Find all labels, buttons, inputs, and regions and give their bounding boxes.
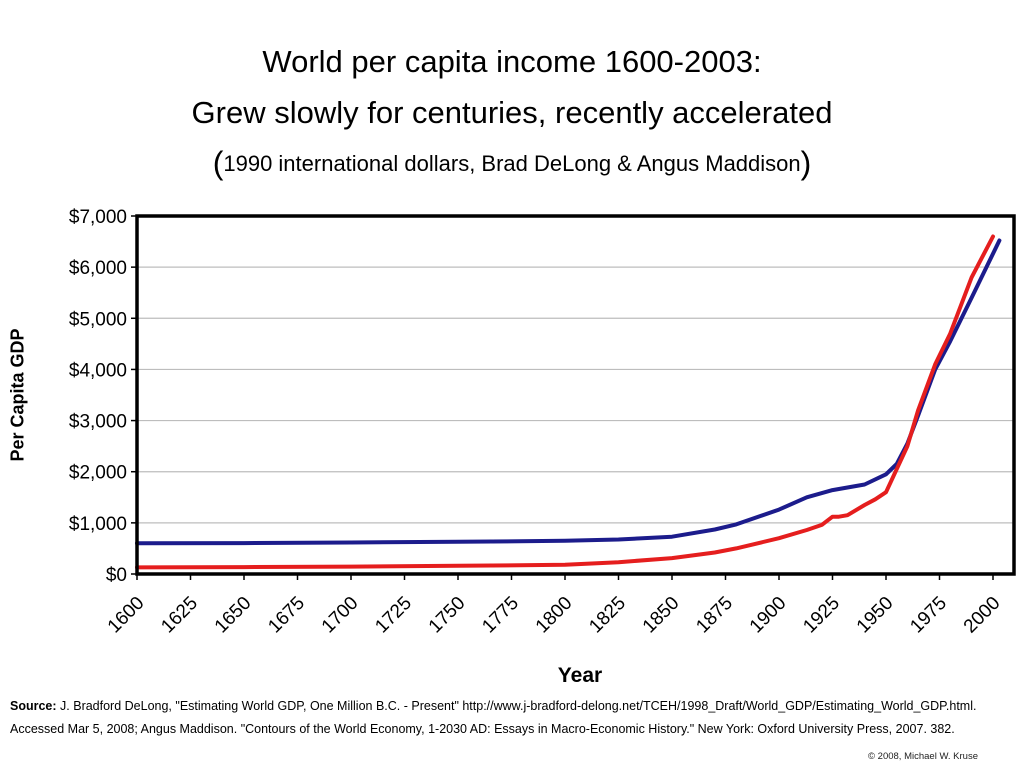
x-tick-label: 1925 [799, 593, 844, 638]
x-tick-label: 1875 [692, 593, 737, 638]
source-text: J. Bradford DeLong, "Estimating World GD… [10, 699, 977, 736]
x-axis-label: Year [557, 664, 603, 687]
x-tick-label: 1850 [639, 593, 684, 638]
line-chart: $0 $1,000 $2,000 $3,000 $4,000 $5,000 $6,000 $7… [69, 207, 1016, 638]
y-tick-label: $7,000 [69, 207, 127, 228]
x-tick-label: 1625 [157, 593, 202, 638]
x-tick-label: 1775 [478, 593, 523, 638]
x-tick-label: 1800 [532, 593, 577, 638]
y-tick-label: $6,000 [69, 258, 127, 279]
y-tick-label: $5,000 [69, 309, 127, 330]
x-tick-label: 2000 [960, 593, 1005, 638]
source-note: Source: J. Bradford DeLong, "Estimating … [10, 695, 1010, 741]
x-tick-label: 1750 [425, 593, 470, 638]
source-label: Source: [10, 699, 57, 713]
x-tick-label: 1725 [371, 593, 416, 638]
y-axis-label: Per Capita GDP [7, 328, 28, 462]
x-tick-label: 1825 [585, 593, 630, 638]
x-tick-label: 1600 [104, 593, 149, 638]
units-text: 1990 international dollars, Brad DeLong … [223, 151, 801, 176]
y-tick-label: $0 [106, 565, 127, 586]
chart-subtitle: Grew slowly for centuries, recently acce… [191, 95, 833, 130]
y-tick-label: $4,000 [69, 360, 127, 381]
chart-units-note: (1990 international dollars, Brad DeLong… [212, 145, 812, 181]
x-tick-label: 1950 [853, 593, 898, 638]
copyright: © 2008, Michael W. Kruse [868, 751, 978, 762]
x-tick-label: 1700 [318, 593, 363, 638]
x-tick-label: 1975 [906, 593, 951, 638]
x-tick-label: 1900 [746, 593, 791, 638]
x-tick-label: 1675 [264, 593, 309, 638]
series-line-2 [135, 234, 995, 570]
y-tick-label: $3,000 [69, 412, 127, 433]
x-tick-label: 1650 [211, 593, 256, 638]
chart-title: World per capita income 1600-2003: [262, 44, 762, 79]
y-tick-label: $1,000 [69, 514, 127, 535]
plot-border [135, 214, 1016, 576]
plot-area [137, 216, 1014, 574]
y-tick-label: $2,000 [69, 463, 127, 484]
